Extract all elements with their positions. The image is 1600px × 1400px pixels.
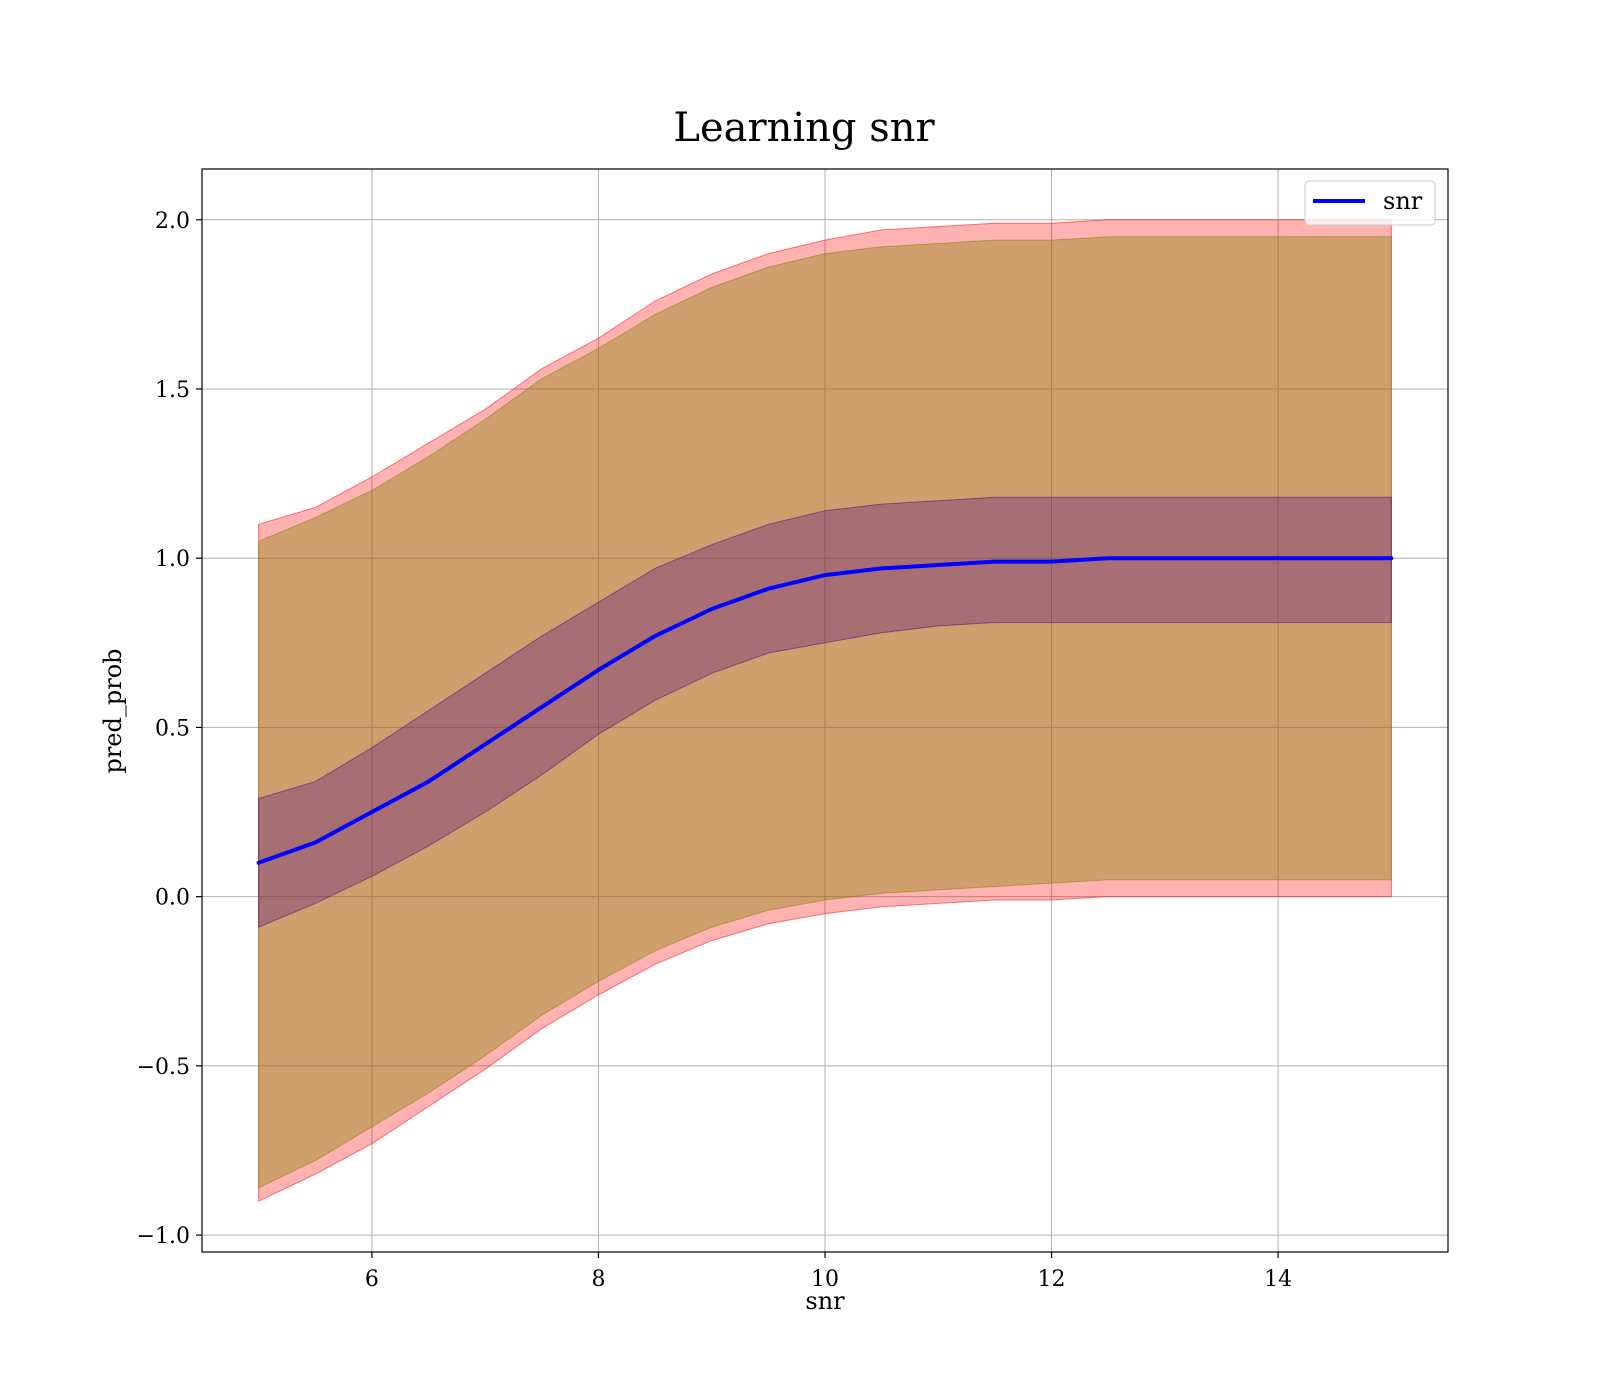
- confidence-band-2: [258, 496, 1392, 928]
- y-tick-label-6: 2.0: [155, 209, 190, 234]
- series-lines: [256, 556, 1394, 865]
- y-axis-label: pred_prob: [99, 648, 127, 773]
- legend-box: [1304, 180, 1436, 226]
- confidence-band-0: [258, 219, 1392, 1202]
- y-tick-label-5: 1.5: [155, 378, 190, 403]
- x-tick-label-3: 12: [1038, 1267, 1066, 1292]
- confidence-band-1: [258, 236, 1392, 1189]
- series-line-snr: [256, 556, 1394, 865]
- x-tick-label-4: 14: [1264, 1267, 1292, 1292]
- chart-title: Learning snr: [673, 105, 935, 151]
- x-tick-label-2: 10: [811, 1267, 839, 1292]
- y-tick-label-2: 0.0: [155, 886, 190, 911]
- legend: snr: [1304, 180, 1436, 226]
- x-tick-label-1: 8: [591, 1267, 605, 1292]
- x-tick-label-0: 6: [365, 1267, 379, 1292]
- y-tick-label-4: 1.0: [155, 547, 190, 572]
- x-axis-label: snr: [805, 1287, 845, 1315]
- legend-label-snr: snr: [1383, 187, 1423, 215]
- axis-ticks: 6 8 10 12 14 −1.0 −0.5 0.0 0.5 1.0 1.5 2.0: [137, 209, 1293, 1292]
- y-tick-label-1: −0.5: [137, 1055, 190, 1080]
- confidence-bands: [258, 219, 1392, 1202]
- y-tick-label-0: −1.0: [137, 1224, 190, 1249]
- y-tick-label-3: 0.5: [155, 716, 190, 741]
